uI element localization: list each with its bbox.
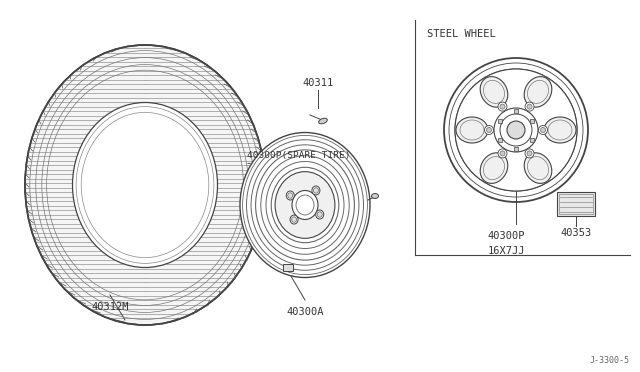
Ellipse shape <box>317 212 322 217</box>
Ellipse shape <box>548 120 572 140</box>
Bar <box>283 264 293 271</box>
Circle shape <box>525 102 534 111</box>
Bar <box>559 194 593 214</box>
Ellipse shape <box>371 193 378 199</box>
Ellipse shape <box>527 80 548 103</box>
Circle shape <box>527 151 532 156</box>
Text: 40311: 40311 <box>302 78 333 88</box>
Ellipse shape <box>288 193 292 198</box>
Ellipse shape <box>316 210 324 219</box>
Circle shape <box>484 125 493 135</box>
Circle shape <box>498 102 507 111</box>
Bar <box>557 192 595 216</box>
Circle shape <box>507 121 525 139</box>
Text: 40312M: 40312M <box>92 302 129 312</box>
Ellipse shape <box>240 132 370 278</box>
Ellipse shape <box>275 171 335 238</box>
Circle shape <box>494 108 538 152</box>
Bar <box>514 147 518 151</box>
Ellipse shape <box>480 153 508 183</box>
Circle shape <box>486 128 492 132</box>
Bar <box>514 109 518 113</box>
Text: STEEL WHEEL: STEEL WHEEL <box>427 29 496 39</box>
Circle shape <box>538 125 547 135</box>
Ellipse shape <box>25 45 265 325</box>
Text: 16X7JJ: 16X7JJ <box>487 246 525 256</box>
Text: 40300P: 40300P <box>487 231 525 241</box>
Bar <box>497 138 502 141</box>
Ellipse shape <box>480 77 508 107</box>
Ellipse shape <box>483 157 504 180</box>
Ellipse shape <box>72 103 218 267</box>
Circle shape <box>527 104 532 109</box>
Circle shape <box>525 149 534 158</box>
Ellipse shape <box>286 191 294 200</box>
Text: 40353: 40353 <box>561 228 591 238</box>
Ellipse shape <box>483 80 504 103</box>
Ellipse shape <box>292 190 318 219</box>
Circle shape <box>500 104 505 109</box>
Bar <box>531 119 534 122</box>
Text: 40300P(SPARE TIRE): 40300P(SPARE TIRE) <box>247 151 351 160</box>
Ellipse shape <box>524 77 552 107</box>
Ellipse shape <box>456 117 488 143</box>
Text: 40300A: 40300A <box>286 307 324 317</box>
Bar <box>531 138 534 141</box>
Ellipse shape <box>319 118 327 124</box>
Ellipse shape <box>290 215 298 224</box>
Circle shape <box>498 149 507 158</box>
Ellipse shape <box>314 188 319 193</box>
Circle shape <box>500 151 505 156</box>
Ellipse shape <box>292 217 296 222</box>
Ellipse shape <box>544 117 576 143</box>
Ellipse shape <box>524 153 552 183</box>
Ellipse shape <box>312 186 320 195</box>
Circle shape <box>541 128 545 132</box>
Text: J-3300-5: J-3300-5 <box>590 356 630 365</box>
Ellipse shape <box>527 157 548 180</box>
Bar <box>497 119 502 122</box>
Circle shape <box>455 69 577 191</box>
Ellipse shape <box>460 120 484 140</box>
Ellipse shape <box>296 195 314 215</box>
Circle shape <box>500 114 532 146</box>
